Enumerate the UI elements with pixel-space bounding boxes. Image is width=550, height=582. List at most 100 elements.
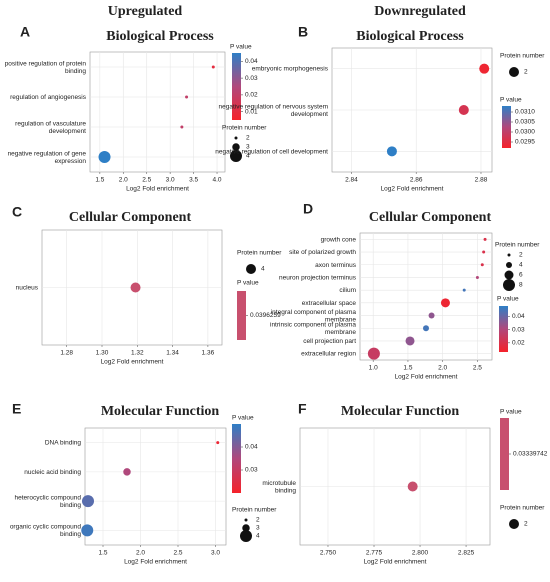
colorbar xyxy=(232,53,241,120)
x-tick-label: 2.5 xyxy=(142,177,151,184)
bubble xyxy=(483,237,487,241)
size-legend-dot xyxy=(230,150,242,162)
size-legend-dot xyxy=(509,519,519,529)
bubble xyxy=(180,125,184,129)
bubble xyxy=(462,288,466,292)
panel-letter: B xyxy=(298,24,308,40)
bubble xyxy=(479,63,490,74)
plot-area xyxy=(359,232,493,361)
colorbar-title: P value xyxy=(230,44,252,51)
panel-letter: D xyxy=(303,201,313,217)
colorbar-tick-label: 0.03 xyxy=(245,75,258,82)
colorbar-title: P value xyxy=(232,415,254,422)
size-legend-dot xyxy=(509,67,519,77)
category-label: negative regulation of nervous system dev… xyxy=(219,103,329,118)
size-legend-dot xyxy=(504,270,514,280)
x-tick-label: 2.5 xyxy=(473,365,482,372)
bubble xyxy=(185,95,189,99)
x-tick-label: 1.36 xyxy=(202,350,215,357)
category-label: negative regulation of cell development xyxy=(215,148,328,155)
x-tick-label: 3.0 xyxy=(211,550,220,557)
category-label: extracellular region xyxy=(301,350,356,357)
size-legend-dot xyxy=(244,518,248,522)
chart-title: Molecular Function xyxy=(101,404,220,419)
colorbar-tick-label: 0.01 xyxy=(245,108,258,115)
size-legend-dot xyxy=(240,530,252,542)
colorbar-tick-label: 0.04 xyxy=(245,58,258,65)
category-label: nucleus xyxy=(16,284,39,291)
x-tick-label: 2.88 xyxy=(475,177,488,184)
category-label: intrinsic component of plasma membrane xyxy=(270,321,356,336)
size-legend-title: Protein number xyxy=(500,505,545,512)
panel-letter: A xyxy=(20,24,30,40)
size-legend-dot xyxy=(232,143,240,151)
size-legend-dot xyxy=(503,279,515,291)
bubble xyxy=(130,282,141,293)
chart-title: Biological Process xyxy=(106,29,214,44)
x-axis-label: Log2 Fold enrichment xyxy=(124,559,187,566)
category-label: nucleic acid binding xyxy=(24,469,81,476)
size-legend-label: 4 xyxy=(256,533,260,540)
colorbar-title: P value xyxy=(500,409,522,416)
x-tick-label: 1.34 xyxy=(166,350,179,357)
bubble xyxy=(428,312,435,319)
colorbar-tick-label: 0.03 xyxy=(512,326,525,333)
size-legend-dot xyxy=(507,253,511,257)
bubble xyxy=(482,250,486,254)
colorbar xyxy=(500,418,509,490)
colorbar-tick-label: 0.04 xyxy=(512,313,525,320)
bubble xyxy=(407,481,418,492)
panel-letter: E xyxy=(12,401,21,417)
colorbar-tick-label: 0.02 xyxy=(245,92,258,99)
category-label: neuron projection terminus xyxy=(279,274,357,281)
category-label: embryonic morphogenesis xyxy=(252,65,329,72)
bubble xyxy=(386,146,397,157)
size-legend-label: 2 xyxy=(519,252,523,259)
header: Downregulated xyxy=(374,4,466,19)
category-label: growth cone xyxy=(321,236,357,243)
size-legend-label: 2 xyxy=(524,69,528,76)
panel-letter: F xyxy=(298,401,307,417)
category-label: organic cyclic compound binding xyxy=(10,523,82,538)
category-label: regulation of vasculature development xyxy=(15,120,86,135)
category-label: heterocyclic compound binding xyxy=(15,494,82,509)
chart-title: Molecular Function xyxy=(341,404,460,419)
chart-title: Cellular Component xyxy=(69,210,192,225)
plot-area xyxy=(84,427,227,546)
size-legend-label: 4 xyxy=(246,153,250,160)
colorbar-tick-label: 0.0295 xyxy=(515,139,535,146)
category-label: extracellular space xyxy=(302,300,357,307)
x-tick-label: 2.5 xyxy=(173,550,182,557)
category-label: regulation of angiogenesis xyxy=(10,94,87,101)
bubble xyxy=(458,105,469,115)
bubble xyxy=(123,468,131,476)
x-tick-label: 2.0 xyxy=(136,550,145,557)
x-axis-label: Log2 Fold enrichment xyxy=(381,186,444,193)
bubble xyxy=(81,524,94,537)
x-tick-label: 2.825 xyxy=(458,550,475,557)
size-legend-title: Protein number xyxy=(495,242,540,249)
size-legend-label: 8 xyxy=(519,282,523,289)
category-label: site of polarized growth xyxy=(289,249,356,256)
size-legend-title: Protein number xyxy=(237,250,282,257)
bubble xyxy=(440,298,450,308)
x-tick-label: 1.0 xyxy=(369,365,378,372)
x-tick-label: 3.5 xyxy=(189,177,198,184)
x-tick-label: 1.5 xyxy=(95,177,104,184)
colorbar xyxy=(499,306,508,352)
size-legend-label: 2 xyxy=(256,517,260,524)
bubble xyxy=(480,263,484,267)
colorbar-tick-label: 0.03339742 xyxy=(513,451,548,458)
size-legend-dot xyxy=(234,136,238,140)
category-label: positive regulation of protein binding xyxy=(5,60,87,75)
bubble xyxy=(475,275,479,279)
size-legend-label: 6 xyxy=(519,272,523,279)
x-tick-label: 1.5 xyxy=(403,365,412,372)
chart-title: Cellular Component xyxy=(369,210,492,225)
colorbar xyxy=(237,291,246,340)
colorbar-tick-label: 0.02 xyxy=(512,340,525,347)
x-tick-label: 1.28 xyxy=(60,350,73,357)
size-legend-label: 3 xyxy=(256,525,260,532)
x-tick-label: 4.0 xyxy=(213,177,222,184)
size-legend-label: 4 xyxy=(261,266,265,273)
